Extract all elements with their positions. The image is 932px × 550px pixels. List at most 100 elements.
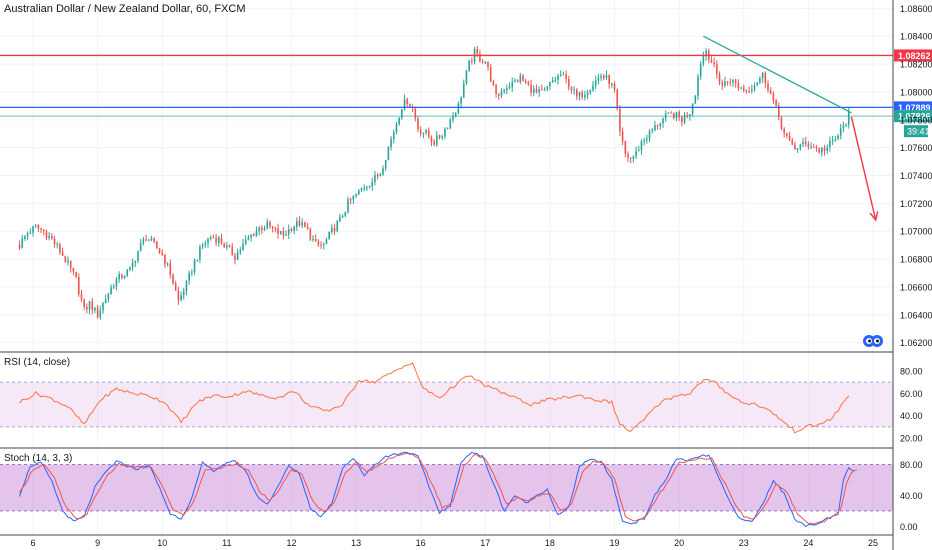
- candle-down[interactable]: [527, 82, 530, 85]
- candle-up[interactable]: [102, 303, 104, 311]
- candle-up[interactable]: [675, 112, 678, 118]
- candle-down[interactable]: [815, 147, 818, 149]
- candle-up[interactable]: [242, 243, 244, 250]
- candle-down[interactable]: [80, 293, 83, 300]
- candle-up[interactable]: [646, 138, 648, 141]
- price-candles[interactable]: [18, 45, 850, 320]
- candle-down[interactable]: [282, 231, 285, 236]
- candle-up[interactable]: [759, 78, 761, 83]
- candle-up[interactable]: [689, 114, 691, 117]
- candle-down[interactable]: [96, 307, 99, 318]
- candle-up[interactable]: [99, 310, 102, 318]
- candle-up[interactable]: [799, 144, 802, 149]
- candle-up[interactable]: [185, 280, 188, 292]
- candle-up[interactable]: [204, 243, 207, 245]
- candle-down[interactable]: [349, 199, 352, 201]
- candle-down[interactable]: [228, 245, 231, 247]
- candle-down[interactable]: [53, 238, 56, 245]
- candle-up[interactable]: [301, 222, 304, 226]
- candle-up[interactable]: [387, 147, 390, 161]
- candle-up[interactable]: [395, 123, 398, 133]
- candle-down[interactable]: [734, 79, 737, 84]
- candle-down[interactable]: [215, 238, 217, 243]
- candle-up[interactable]: [115, 279, 118, 286]
- candle-up[interactable]: [398, 117, 400, 124]
- candle-up[interactable]: [357, 190, 360, 195]
- candle-down[interactable]: [621, 131, 624, 142]
- candle-up[interactable]: [484, 61, 487, 63]
- candle-down[interactable]: [570, 86, 573, 91]
- candle-down[interactable]: [721, 82, 724, 86]
- candle-up[interactable]: [538, 89, 540, 93]
- candle-up[interactable]: [403, 99, 406, 110]
- candle-down[interactable]: [164, 254, 166, 265]
- candle-up[interactable]: [24, 236, 26, 239]
- candle-up[interactable]: [724, 81, 726, 86]
- candle-down[interactable]: [479, 53, 481, 62]
- candle-down[interactable]: [581, 92, 584, 98]
- candle-up[interactable]: [511, 81, 514, 88]
- candle-up[interactable]: [88, 301, 91, 310]
- candle-up[interactable]: [810, 147, 812, 149]
- candle-up[interactable]: [503, 90, 505, 92]
- candle-down[interactable]: [177, 290, 180, 301]
- candle-down[interactable]: [672, 113, 675, 118]
- candle-down[interactable]: [309, 229, 312, 240]
- candle-up[interactable]: [390, 139, 392, 148]
- candle-up[interactable]: [532, 88, 535, 93]
- candle-up[interactable]: [207, 238, 209, 244]
- candle-down[interactable]: [438, 135, 441, 138]
- candle-up[interactable]: [425, 130, 427, 133]
- candle-down[interactable]: [427, 130, 430, 137]
- candle-up[interactable]: [209, 237, 212, 239]
- candle-up[interactable]: [344, 211, 347, 217]
- candle-down[interactable]: [541, 89, 543, 91]
- candle-down[interactable]: [769, 90, 772, 94]
- candle-up[interactable]: [444, 128, 446, 137]
- candle-up[interactable]: [32, 226, 34, 233]
- candle-up[interactable]: [839, 128, 842, 136]
- candle-up[interactable]: [384, 160, 387, 169]
- candle-down[interactable]: [516, 80, 519, 82]
- candle-down[interactable]: [775, 100, 777, 106]
- candle-up[interactable]: [546, 86, 549, 90]
- candle-up[interactable]: [605, 75, 608, 78]
- candle-up[interactable]: [826, 147, 829, 151]
- candle-down[interactable]: [161, 252, 164, 255]
- candle-down[interactable]: [414, 108, 417, 119]
- candle-up[interactable]: [441, 136, 444, 138]
- candle-up[interactable]: [705, 50, 707, 56]
- candle-up[interactable]: [293, 226, 295, 231]
- candle-down[interactable]: [492, 81, 495, 85]
- candle-down[interactable]: [772, 93, 775, 101]
- candle-up[interactable]: [578, 92, 581, 97]
- candle-up[interactable]: [635, 151, 637, 157]
- candle-up[interactable]: [110, 287, 112, 294]
- candle-up[interactable]: [287, 229, 290, 235]
- candle-up[interactable]: [573, 89, 575, 91]
- candle-up[interactable]: [543, 89, 546, 91]
- candle-down[interactable]: [567, 78, 570, 87]
- candle-up[interactable]: [48, 236, 50, 239]
- candle-down[interactable]: [231, 246, 234, 256]
- candle-up[interactable]: [285, 234, 287, 236]
- candle-down[interactable]: [59, 244, 61, 253]
- candle-down[interactable]: [624, 141, 627, 154]
- candle-down[interactable]: [780, 117, 783, 129]
- candle-down[interactable]: [812, 147, 815, 149]
- candle-up[interactable]: [258, 227, 260, 232]
- candle-down[interactable]: [261, 227, 263, 231]
- candle-up[interactable]: [352, 195, 355, 200]
- candle-up[interactable]: [129, 267, 131, 270]
- candle-up[interactable]: [632, 156, 635, 159]
- candle-up[interactable]: [147, 240, 150, 242]
- candle-up[interactable]: [648, 131, 651, 139]
- candle-down[interactable]: [298, 221, 301, 226]
- candle-up[interactable]: [29, 232, 32, 234]
- candle-down[interactable]: [713, 62, 715, 65]
- candle-down[interactable]: [476, 49, 479, 54]
- candle-up[interactable]: [112, 285, 115, 288]
- candle-up[interactable]: [371, 182, 374, 187]
- candle-up[interactable]: [594, 80, 597, 86]
